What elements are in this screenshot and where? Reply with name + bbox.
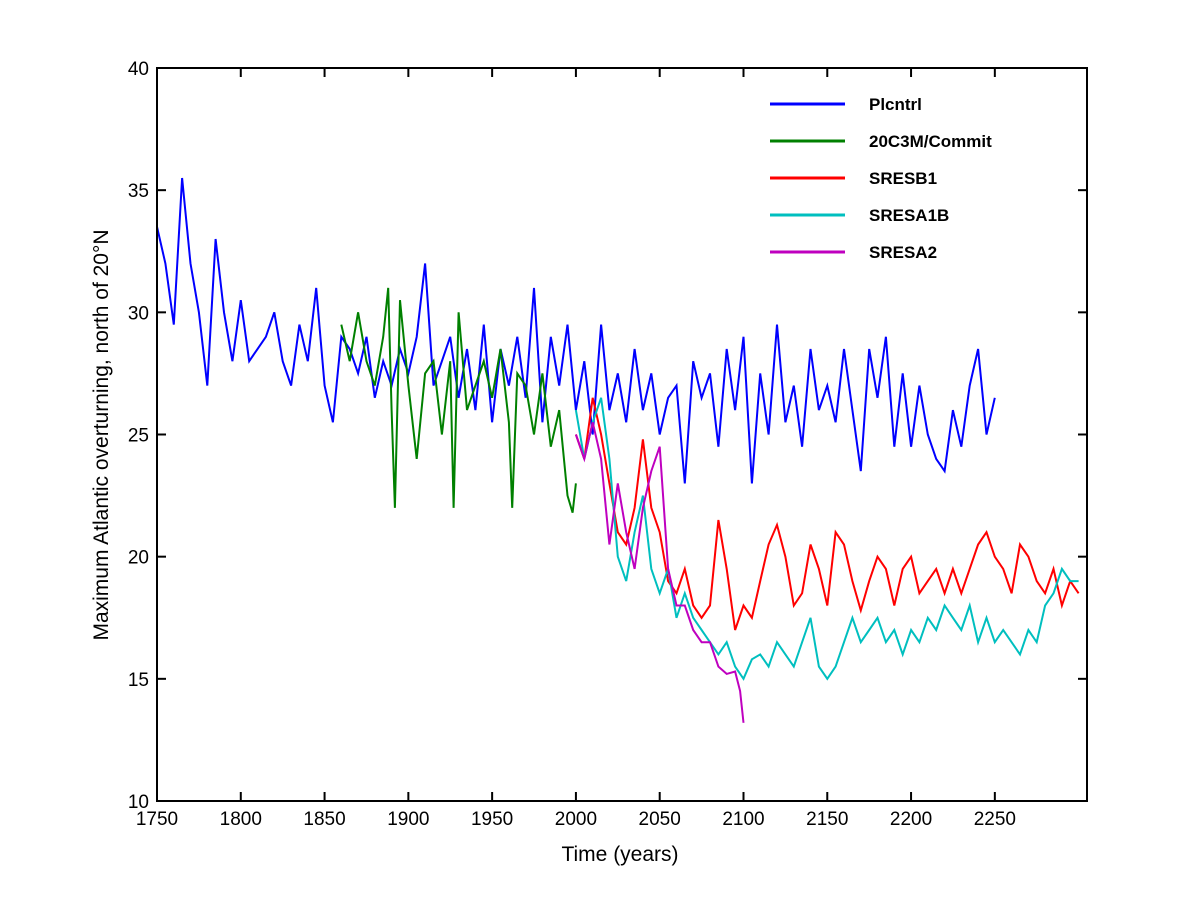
x-tick-label: 2150 (806, 809, 848, 830)
x-tick-label: 2050 (639, 809, 681, 830)
y-tick-label: 30 (128, 303, 149, 324)
legend-label: SRESA1B (869, 206, 949, 225)
y-tick-label: 15 (128, 670, 149, 691)
x-tick-label: 2250 (974, 809, 1016, 830)
legend-label: SRESB1 (869, 169, 937, 188)
x-tick-label: 1850 (303, 809, 345, 830)
legend-label: Plcntrl (869, 95, 922, 114)
series-line-sresa1b (574, 397, 1079, 681)
series-line-sresb1 (574, 397, 1080, 631)
y-tick-label: 20 (128, 548, 149, 569)
y-tick-label: 10 (128, 792, 149, 813)
x-tick-label: 2200 (890, 809, 932, 830)
x-tick-label: 1750 (136, 809, 178, 830)
x-tick-label: 2100 (722, 809, 764, 830)
y-axis-label: Maximum Atlantic overturning, north of 2… (90, 229, 113, 640)
y-tick-label: 35 (128, 181, 149, 202)
series-line-sresa2 (574, 422, 745, 723)
series-lines (156, 177, 1080, 723)
y-tick-label: 40 (128, 59, 149, 80)
legend-label: SRESA2 (869, 243, 937, 262)
legend: Plcntrl 20C3M/Commit SRESB1 SRESA1B SRESA2 (770, 95, 992, 262)
y-tick-label: 25 (128, 426, 149, 447)
x-tick-label: 1950 (471, 809, 513, 830)
legend-label: 20C3M/Commit (869, 132, 992, 151)
x-tick-label: 2000 (555, 809, 597, 830)
x-tick-label: 1900 (387, 809, 429, 830)
axis-ticks: 1750 1800 1850 1900 1950 2000 2050 2100 2150 2200… (128, 59, 1087, 830)
x-axis-label: Time (years) (561, 843, 678, 866)
x-tick-label: 1800 (220, 809, 262, 830)
series-line-20c3m-commit (340, 287, 577, 513)
plot-frame (156, 67, 1088, 802)
